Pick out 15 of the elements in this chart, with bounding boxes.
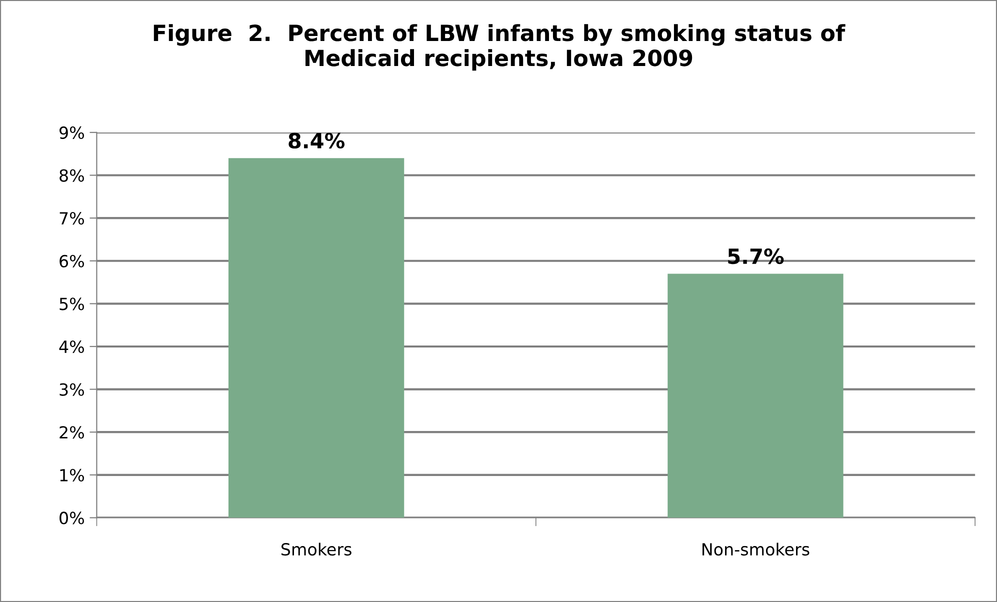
y-tick-label: 0%: [60, 512, 84, 524]
chart-title: Figure 2. Percent of LBW infants by smoking status of Medicaid recipients, Iowa 2009: [154, 24, 846, 71]
y-tick-label: 9%: [60, 126, 84, 140]
y-tick-label: 3%: [60, 383, 84, 396]
x-tick-label: Non-smokers: [702, 542, 810, 556]
data-label: 8.4%: [288, 132, 345, 149]
y-tick-label: 7%: [60, 212, 84, 225]
y-tick-label: 6%: [60, 254, 84, 268]
data-label: 5.7%: [728, 248, 784, 264]
y-tick-label: 2%: [60, 426, 84, 439]
y-tick-label: 8%: [60, 169, 84, 182]
y-tick-label: 5%: [60, 298, 84, 310]
y-tick-label: 1%: [60, 468, 84, 482]
y-tick-label: 4%: [59, 340, 84, 354]
x-tick-label: Smokers: [281, 542, 352, 556]
